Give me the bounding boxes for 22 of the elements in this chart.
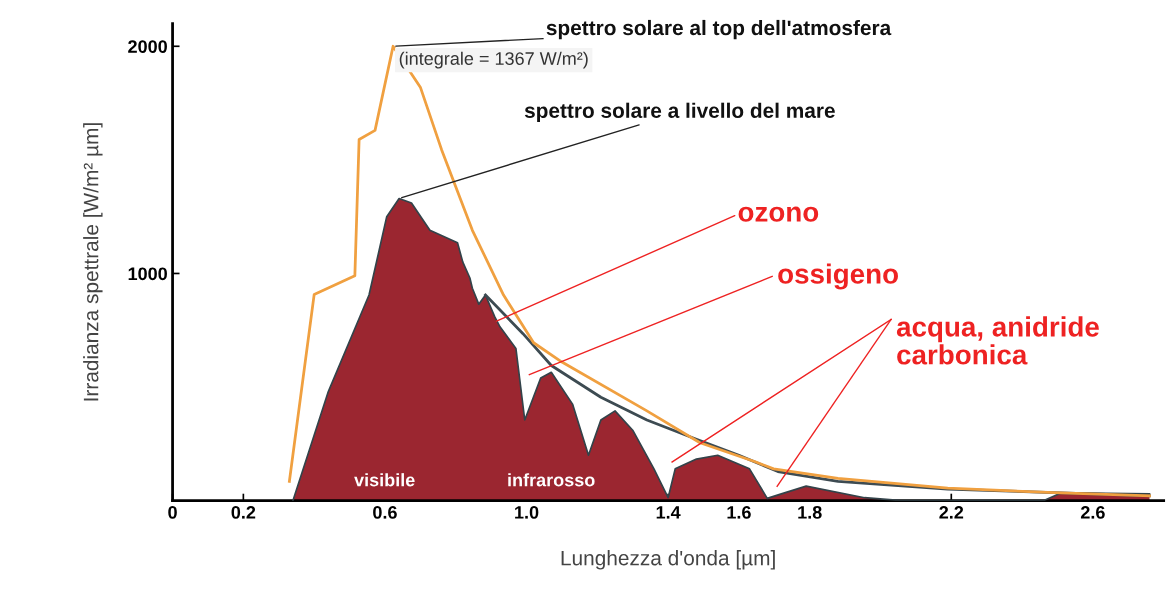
y-axis-title: Irradianza spettrale [W/m² µm] <box>83 123 103 401</box>
annotation: visibile <box>354 473 415 487</box>
x-tick-label: 0.6 <box>373 505 397 519</box>
x-tick-label: 2.6 <box>1080 505 1105 519</box>
x-tick-label: 2.2 <box>939 505 964 519</box>
x-tick-label: 0 <box>168 505 177 519</box>
y-tick-label: 2000 <box>128 40 167 53</box>
annotation: ozono <box>738 206 819 222</box>
annotation: ossigeno <box>778 263 898 290</box>
text: spettro solare a livello del mare <box>524 102 835 123</box>
annotation: (integrale = 1367 W/m²) <box>399 51 588 69</box>
y-tick-label: 1000 <box>128 267 167 281</box>
line-series <box>287 44 1151 498</box>
annotation: infrarosso <box>508 473 595 487</box>
x-tick-label: 1.0 <box>515 505 539 519</box>
x-tick-label: 1.4 <box>656 506 681 519</box>
text: spettro solare al top dell'atmosfera <box>546 19 892 40</box>
annotation: acqua, anidride carbonica <box>896 316 1099 365</box>
x-tick-label: 1.6 <box>727 505 751 519</box>
x-tick-label: 1.8 <box>798 505 822 519</box>
x-tick-label: 0.2 <box>231 505 256 519</box>
x-axis-title: Lunghezza d'onda [µm] <box>561 550 775 570</box>
